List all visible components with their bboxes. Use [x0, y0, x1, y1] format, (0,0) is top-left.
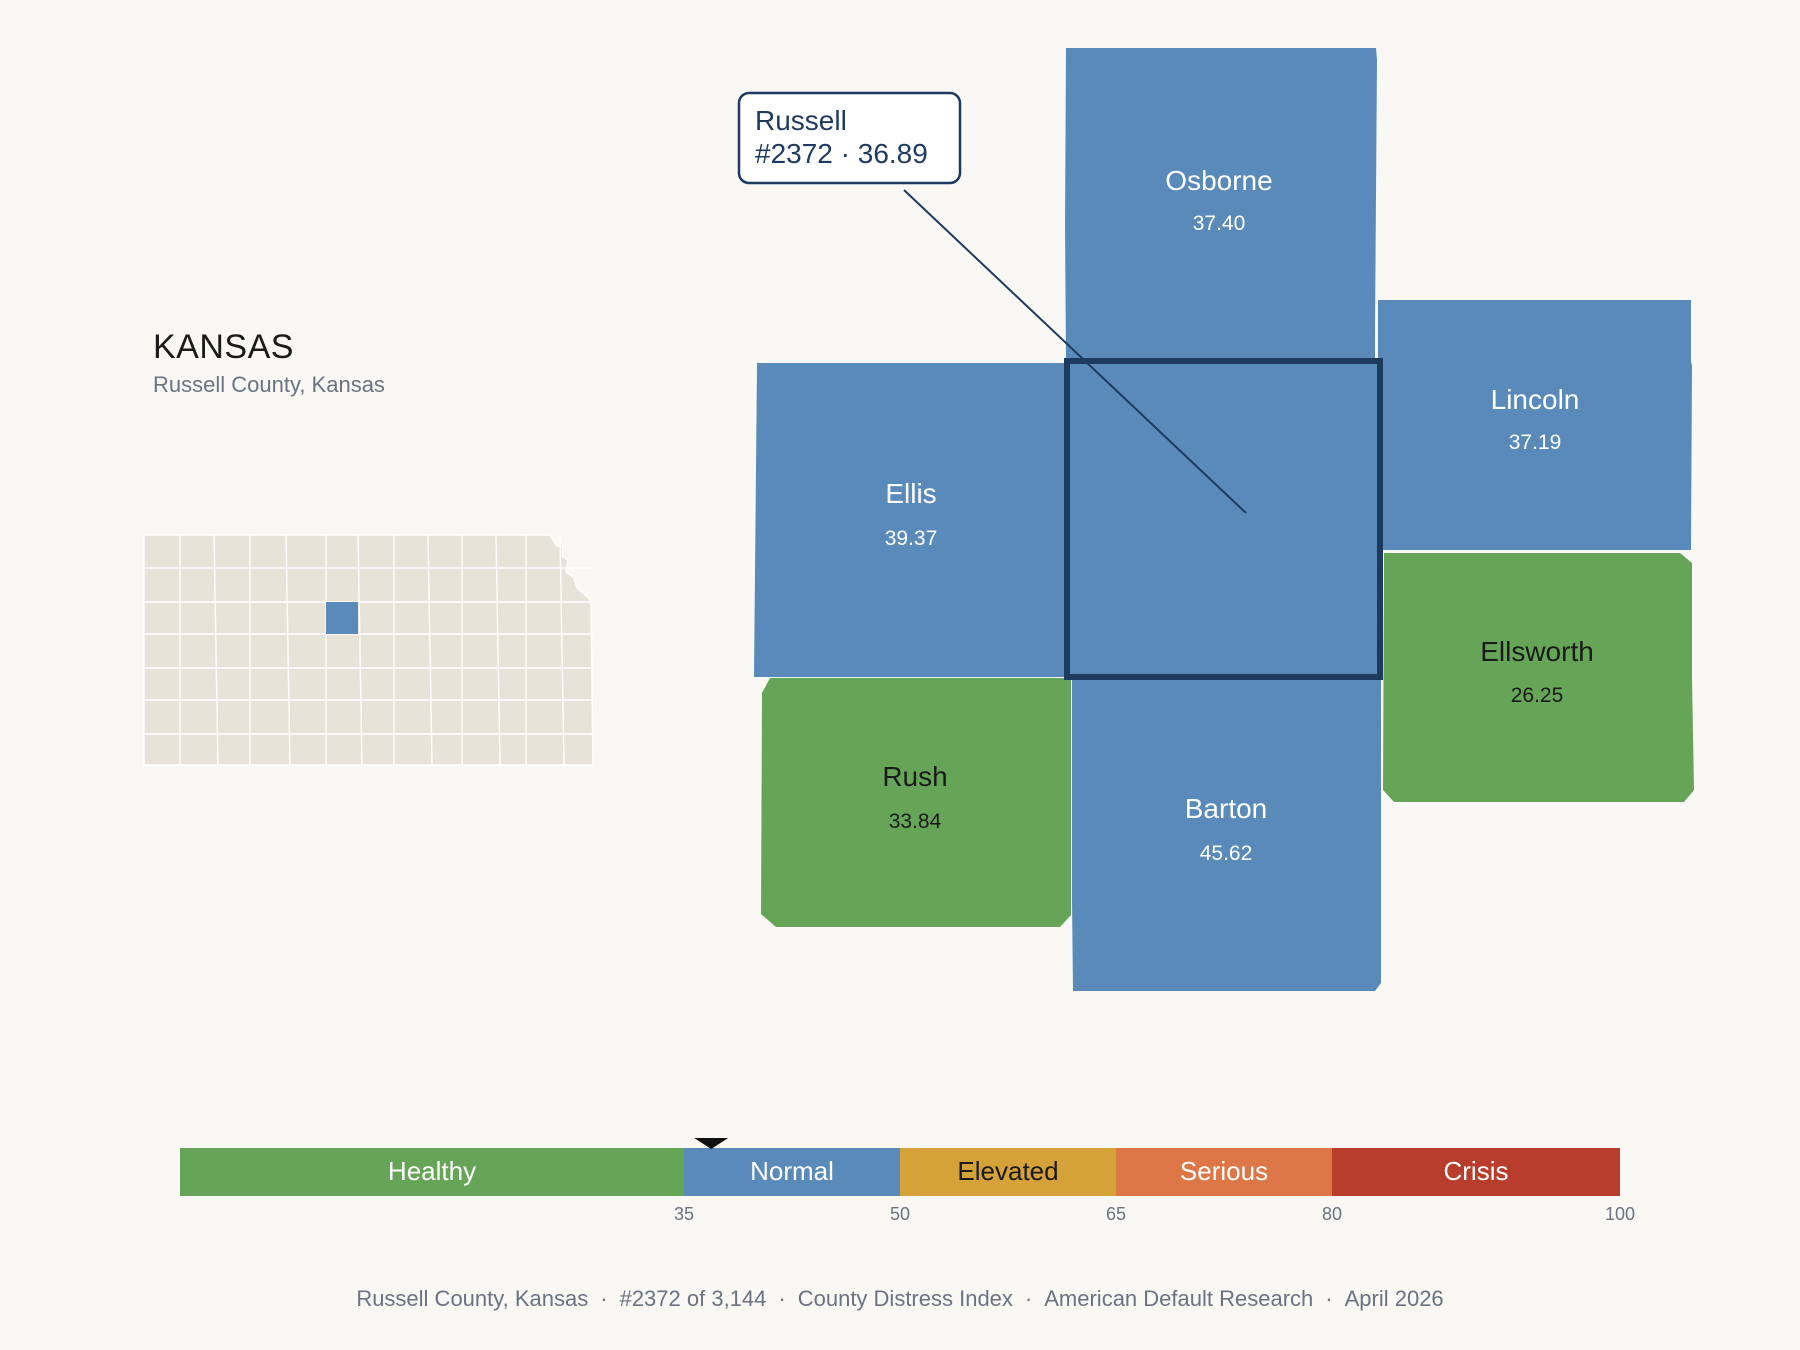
legend-band-label: Normal	[750, 1156, 834, 1186]
legend-tick-label: 35	[674, 1204, 694, 1224]
footer-index-name: County Distress Index	[797, 1286, 1013, 1311]
footer: Russell County, Kansas · #2372 of 3,144 · Co…	[0, 1286, 1800, 1312]
county-value-label: 37.40	[1193, 212, 1246, 235]
county-name-label: Ellsworth	[1480, 636, 1594, 667]
legend-band-normal	[684, 1148, 900, 1196]
county-name-label: Lincoln	[1491, 384, 1580, 415]
callout-detail: #2372 · 36.89	[755, 138, 928, 169]
legend-band-label: Serious	[1180, 1156, 1268, 1186]
footer-rank: #2372 of 3,144	[619, 1286, 767, 1311]
lincoln-county[interactable]: Lincoln 37.19	[1378, 300, 1692, 550]
legend-band-healthy	[180, 1148, 684, 1196]
kansas-inset-map	[143, 534, 594, 766]
legend-band-label: Healthy	[388, 1156, 476, 1186]
footer-county: Russell County, Kansas	[356, 1286, 589, 1311]
russell-inset-highlight	[326, 602, 358, 634]
footer-separator: ·	[1325, 1286, 1333, 1311]
footer-separator: ·	[778, 1286, 786, 1311]
rush-county[interactable]: Rush 33.84	[761, 678, 1071, 927]
legend-marker-icon	[694, 1138, 729, 1149]
county-value-label: 26.25	[1511, 684, 1564, 707]
county-value-label: 39.37	[885, 527, 938, 550]
legend-band-label: Crisis	[1444, 1156, 1509, 1186]
legend-band-crisis	[1332, 1148, 1620, 1196]
county-value-label: 37.19	[1509, 431, 1562, 454]
legend-tick-label: 100	[1605, 1204, 1635, 1224]
legend-band-serious	[1116, 1148, 1332, 1196]
footer-date: April 2026	[1344, 1286, 1444, 1311]
legend-band-label: Elevated	[957, 1156, 1058, 1186]
ellis-county[interactable]: Ellis 39.37	[754, 363, 1067, 677]
state-subtitle: Russell County, Kansas	[153, 372, 385, 397]
osborne-county[interactable]: Osborne 37.40	[1065, 48, 1377, 362]
county-name-label: Rush	[882, 761, 947, 792]
county-name-label: Osborne	[1165, 165, 1272, 196]
legend-band-elevated	[900, 1148, 1116, 1196]
kansas-outline	[143, 534, 594, 766]
footer-separator: ·	[600, 1286, 608, 1311]
county-value-label: 33.84	[889, 810, 942, 833]
callout-box: Russell #2372 · 36.89	[737, 91, 962, 185]
callout-county-name: Russell	[755, 105, 847, 136]
legend-tick-label: 65	[1106, 1204, 1126, 1224]
county-name-label: Barton	[1185, 793, 1268, 824]
callout-leader-line	[903, 189, 1247, 514]
county-name-label: Ellis	[885, 478, 936, 509]
county-value-label: 45.62	[1200, 842, 1253, 865]
county-borders	[144, 534, 593, 766]
barton-county[interactable]: Barton 45.62	[1072, 678, 1381, 991]
legend-scale: Healthy Normal Elevated Serious Crisis 35 50 65…	[180, 1138, 1635, 1224]
russell-outline	[1064, 358, 1383, 680]
russell-county[interactable]	[1064, 358, 1383, 680]
footer-source: American Default Research	[1044, 1286, 1314, 1311]
legend-tick-label: 50	[890, 1204, 910, 1224]
footer-separator: ·	[1024, 1286, 1033, 1311]
ellsworth-county[interactable]: Ellsworth 26.25	[1383, 553, 1694, 802]
legend-tick-label: 80	[1322, 1204, 1342, 1224]
state-name: KANSAS	[153, 328, 294, 366]
